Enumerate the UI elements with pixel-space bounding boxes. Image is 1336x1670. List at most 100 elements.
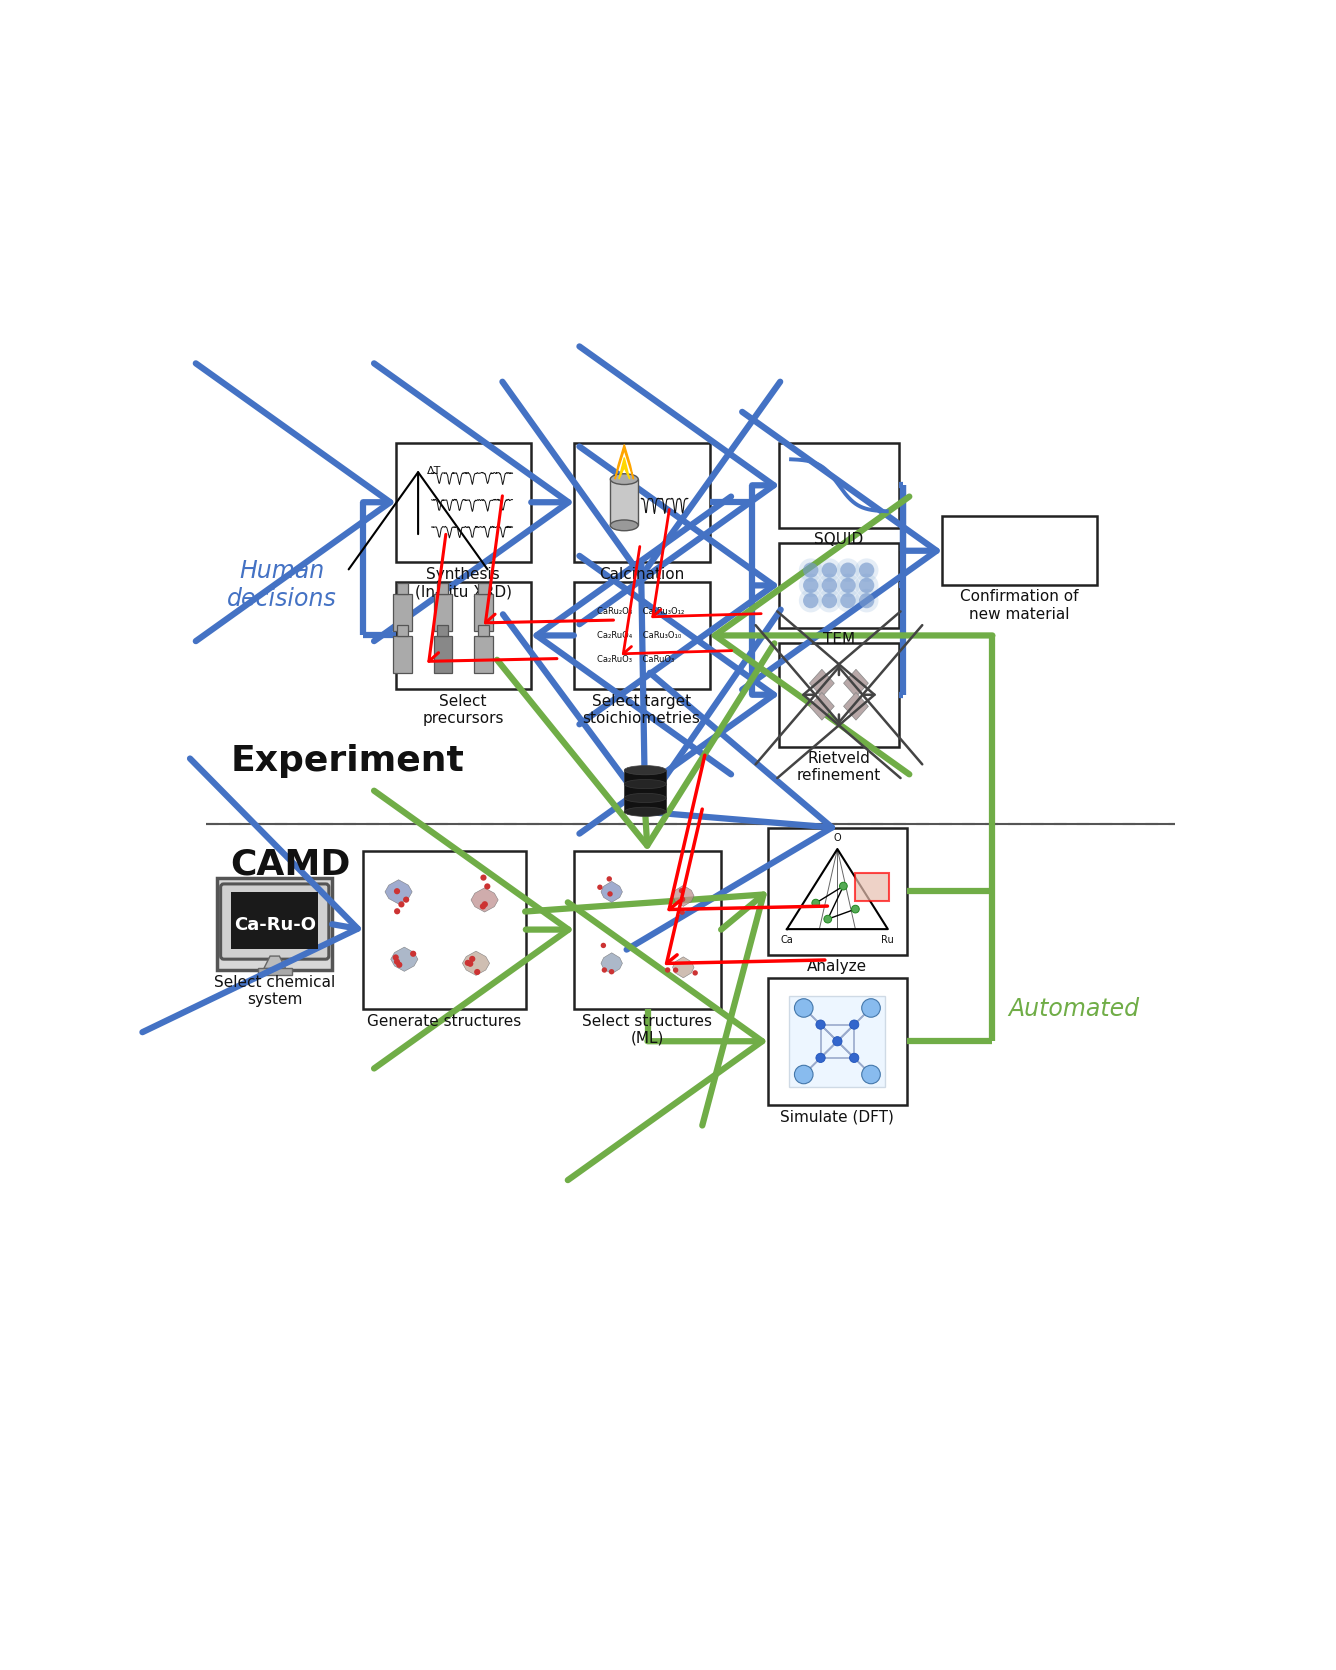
Circle shape: [679, 888, 684, 893]
Bar: [395, 443, 532, 563]
Circle shape: [601, 967, 607, 972]
Circle shape: [824, 915, 831, 924]
Circle shape: [795, 1065, 814, 1084]
FancyBboxPatch shape: [220, 883, 329, 959]
Circle shape: [855, 558, 879, 581]
Circle shape: [403, 897, 409, 903]
Circle shape: [394, 888, 399, 895]
Circle shape: [680, 910, 685, 915]
Bar: [779, 643, 899, 746]
Circle shape: [680, 897, 685, 902]
Polygon shape: [672, 885, 693, 907]
Bar: [779, 543, 899, 628]
Text: Ru: Ru: [882, 935, 894, 945]
Polygon shape: [672, 957, 693, 979]
Polygon shape: [265, 957, 286, 969]
Circle shape: [673, 967, 679, 974]
Circle shape: [818, 573, 842, 598]
Circle shape: [393, 954, 399, 960]
Circle shape: [850, 1054, 859, 1062]
Circle shape: [822, 563, 838, 578]
Circle shape: [816, 1054, 826, 1062]
Bar: [779, 443, 899, 528]
Bar: [231, 892, 318, 949]
Bar: [437, 626, 449, 636]
Circle shape: [836, 590, 860, 613]
Text: CaRu₂O₈    Ca₂Ru₃O₁₂: CaRu₂O₈ Ca₂Ru₃O₁₂: [597, 606, 684, 616]
Polygon shape: [615, 444, 633, 479]
Circle shape: [474, 969, 481, 975]
Circle shape: [840, 593, 855, 608]
Bar: [624, 783, 667, 798]
Circle shape: [850, 1020, 859, 1029]
Circle shape: [851, 905, 859, 913]
Ellipse shape: [611, 519, 639, 531]
Circle shape: [818, 590, 842, 613]
Circle shape: [394, 908, 401, 915]
Ellipse shape: [624, 765, 667, 775]
Bar: [474, 595, 493, 631]
Circle shape: [665, 967, 671, 972]
Circle shape: [840, 563, 855, 578]
Text: Automated: Automated: [1009, 997, 1140, 1020]
Bar: [437, 583, 449, 595]
Bar: [434, 595, 452, 631]
Text: Ca: Ca: [780, 935, 794, 945]
Bar: [790, 995, 886, 1087]
Polygon shape: [385, 880, 413, 903]
Bar: [397, 583, 409, 595]
Circle shape: [468, 960, 473, 967]
Circle shape: [482, 902, 488, 907]
Ellipse shape: [624, 793, 667, 803]
Circle shape: [398, 902, 405, 907]
Text: Experiment: Experiment: [231, 743, 465, 778]
Circle shape: [394, 959, 399, 965]
Bar: [624, 798, 667, 812]
Circle shape: [484, 883, 490, 890]
Ellipse shape: [611, 474, 639, 484]
Circle shape: [803, 578, 819, 593]
Circle shape: [836, 558, 860, 581]
Text: Analyze: Analyze: [807, 959, 867, 974]
Circle shape: [855, 573, 879, 598]
Bar: [942, 516, 1097, 586]
Text: Rietveld
refinement: Rietveld refinement: [796, 752, 880, 783]
Circle shape: [818, 558, 842, 581]
Circle shape: [799, 590, 823, 613]
Text: Synthesis
(In-situ XRD): Synthesis (In-situ XRD): [414, 566, 512, 600]
Bar: [393, 595, 411, 631]
Bar: [574, 852, 721, 1009]
Text: TEM: TEM: [823, 631, 855, 646]
Circle shape: [469, 955, 476, 962]
Bar: [855, 873, 888, 902]
Circle shape: [799, 573, 823, 598]
Text: O: O: [834, 833, 842, 843]
Text: Confirmation of
new material: Confirmation of new material: [961, 590, 1078, 621]
Text: Ca₂RuO₄    CaRu₃O₁₀: Ca₂RuO₄ CaRu₃O₁₀: [597, 631, 681, 640]
Bar: [218, 878, 333, 970]
Text: Select
precursors: Select precursors: [422, 695, 504, 726]
Circle shape: [609, 969, 615, 974]
Polygon shape: [843, 693, 868, 720]
Bar: [397, 626, 409, 636]
Circle shape: [862, 1065, 880, 1084]
Circle shape: [465, 960, 470, 965]
Bar: [434, 636, 452, 673]
Text: Select target
stoichiometries: Select target stoichiometries: [582, 695, 700, 726]
Polygon shape: [601, 954, 623, 974]
Ellipse shape: [624, 807, 667, 817]
Circle shape: [816, 1020, 826, 1029]
Bar: [768, 979, 907, 1106]
Circle shape: [692, 970, 697, 975]
Text: Simulate (DFT): Simulate (DFT): [780, 1109, 894, 1124]
Circle shape: [812, 898, 819, 907]
Circle shape: [480, 903, 486, 910]
Bar: [574, 443, 709, 563]
Circle shape: [840, 578, 855, 593]
Circle shape: [601, 944, 607, 949]
Circle shape: [855, 590, 879, 613]
Bar: [474, 636, 493, 673]
Polygon shape: [258, 969, 291, 975]
Circle shape: [608, 892, 613, 897]
Circle shape: [803, 593, 819, 608]
